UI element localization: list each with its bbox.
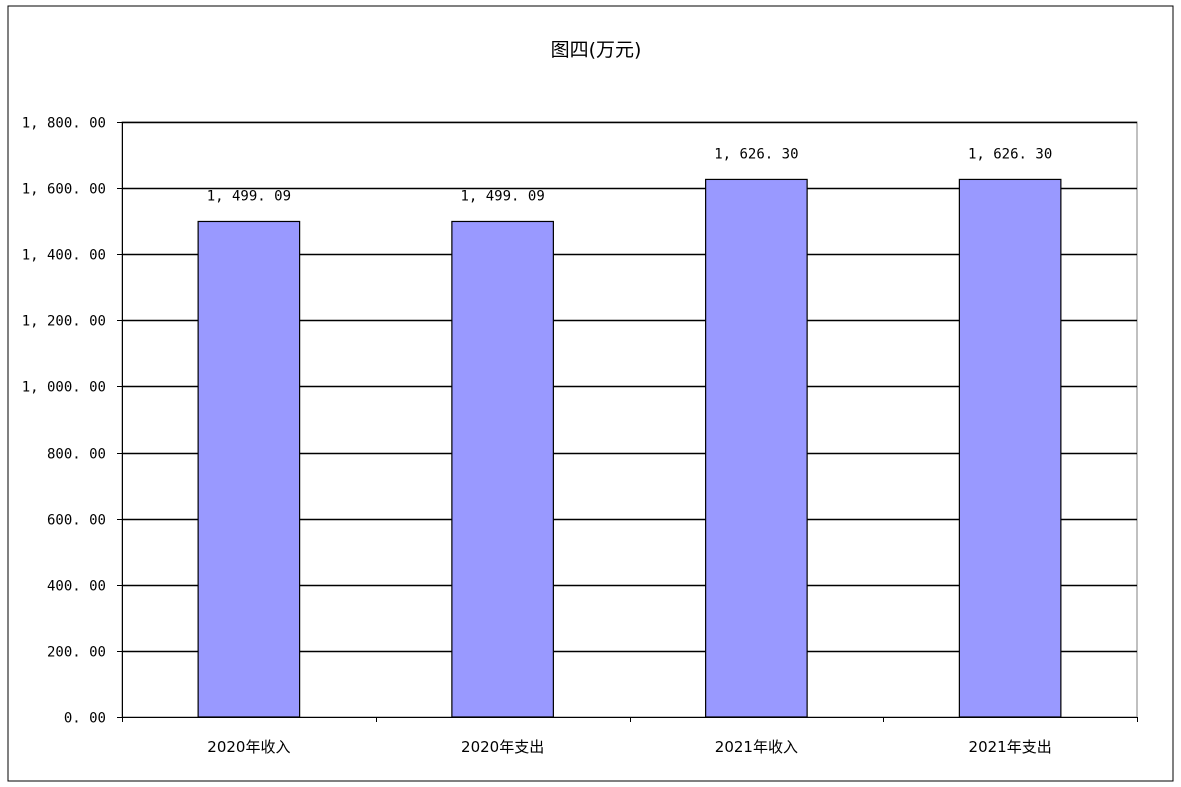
data-label: 1, 499. 09 bbox=[460, 188, 544, 204]
data-label: 1, 499. 09 bbox=[207, 188, 291, 204]
data-labels: 1, 499. 09 1, 499. 09 1, 626. 30 1, 626. 30 bbox=[207, 146, 1053, 204]
axes bbox=[117, 122, 1138, 722]
y-tick-labels: 0. 00 200. 00 400. 00 600. 00 800. 00 1, 000.… bbox=[22, 116, 106, 727]
bars bbox=[197, 178, 1062, 718]
x-tick-labels: 2020年收入 2020年支出 2021年收入 2021年支出 bbox=[207, 738, 1051, 756]
y-tick-label: 200. 00 bbox=[47, 645, 106, 661]
y-tick-label: 600. 00 bbox=[47, 513, 106, 529]
bar bbox=[197, 220, 301, 718]
y-tick-label: 1, 800. 00 bbox=[22, 116, 106, 132]
x-tick-label: 2020年支出 bbox=[461, 738, 544, 756]
bar bbox=[705, 178, 808, 718]
x-tick-label: 2020年收入 bbox=[207, 738, 290, 756]
y-tick-label: 1, 400. 00 bbox=[22, 248, 106, 264]
y-tick-label: 1, 000. 00 bbox=[22, 380, 106, 396]
y-tick-label: 0. 00 bbox=[64, 711, 106, 727]
data-label: 1, 626. 30 bbox=[968, 146, 1052, 162]
bar bbox=[451, 220, 554, 718]
x-tick-label: 2021年收入 bbox=[715, 738, 798, 756]
y-tick-label: 1, 600. 00 bbox=[22, 182, 106, 198]
chart-title: 图四(万元) bbox=[551, 39, 642, 61]
x-tick-label: 2021年支出 bbox=[969, 738, 1052, 756]
y-tick-label: 400. 00 bbox=[47, 579, 106, 595]
y-tick-label: 800. 00 bbox=[47, 447, 106, 463]
y-tick-label: 1, 200. 00 bbox=[22, 314, 106, 330]
bar bbox=[958, 178, 1062, 718]
data-label: 1, 626. 30 bbox=[714, 146, 798, 162]
